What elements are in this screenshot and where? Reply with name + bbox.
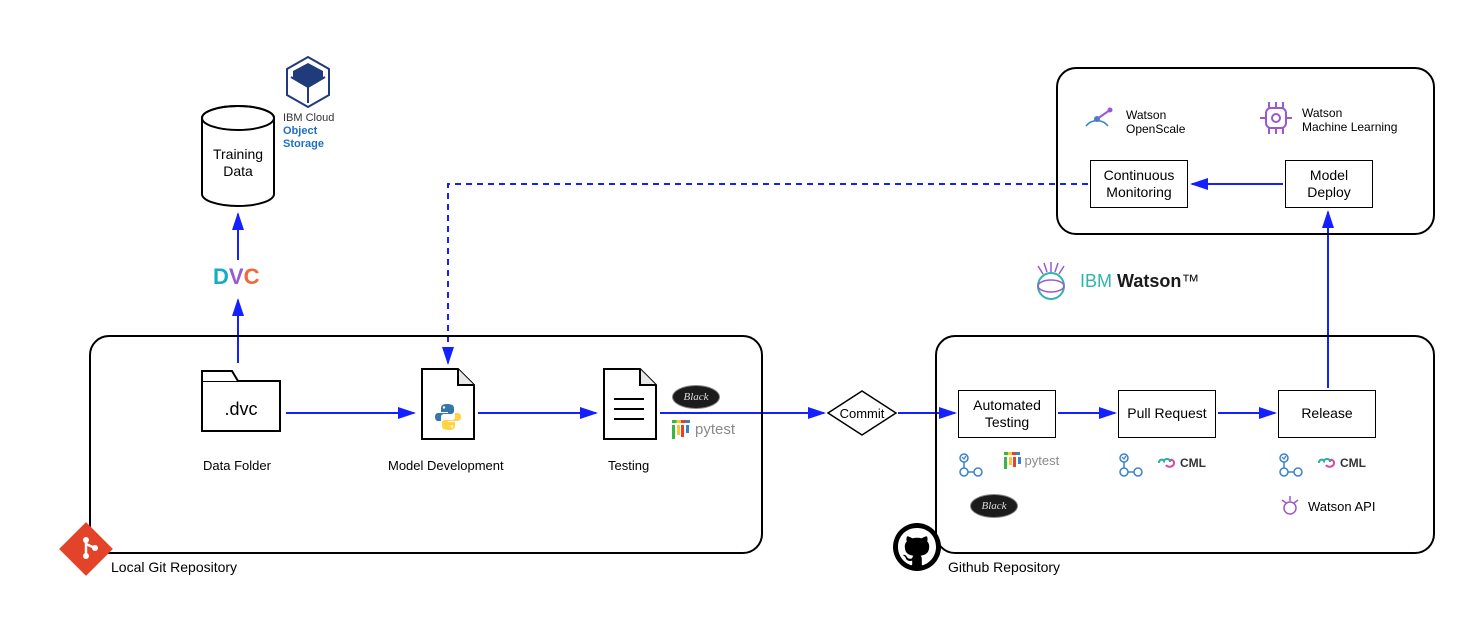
training-data-cylinder: Training Data — [198, 104, 278, 214]
testing-label: Testing — [608, 458, 649, 473]
gha-icon-2 — [1118, 452, 1146, 480]
watson-ml-icon — [1258, 100, 1294, 141]
release-box: Release — [1278, 390, 1376, 438]
black-badge-testing: Black — [672, 385, 720, 409]
watson-openscale-icon — [1080, 102, 1114, 141]
training-data-label: Training Data — [198, 146, 278, 180]
model-dev-label: Model Development — [388, 458, 504, 473]
data-folder-icon: .dvc — [198, 365, 284, 442]
cml-icon-release: CML — [1318, 456, 1366, 470]
dvc-logo: DVC — [213, 264, 259, 290]
container-watson — [1056, 67, 1435, 235]
ibm-cloud-label: IBM Cloud Object Storage — [283, 112, 334, 152]
watson-ml-label: Watson Machine Learning — [1302, 106, 1397, 135]
dvc-folder-text: .dvc — [198, 399, 284, 420]
container-github-repo — [935, 335, 1435, 554]
pytest-icon-testing: pytest — [672, 420, 735, 439]
testing-file-icon — [600, 365, 660, 448]
data-folder-label: Data Folder — [203, 458, 271, 473]
automated-testing-box: Automated Testing — [958, 390, 1056, 438]
black-badge-auto: Black — [970, 494, 1018, 518]
commit-diamond: Commit — [827, 390, 897, 436]
git-icon — [59, 522, 113, 581]
gha-icon-1 — [958, 452, 986, 480]
model-deploy-box: Model Deploy — [1285, 160, 1373, 208]
pull-request-box: Pull Request — [1118, 390, 1216, 438]
watson-openscale-label: Watson OpenScale — [1126, 108, 1185, 137]
ibm-cloud-icon — [283, 55, 333, 116]
ibm-watson-logo: IBM Watson™ — [1028, 258, 1199, 304]
container-local-repo-label: Local Git Repository — [111, 559, 237, 575]
gha-icon-3 — [1278, 452, 1306, 480]
pytest-icon-auto: pytest — [1004, 452, 1059, 469]
github-icon — [892, 522, 942, 577]
container-github-repo-label: Github Repository — [948, 559, 1060, 575]
watson-api-icon: Watson API — [1278, 494, 1375, 518]
cml-icon-pr: CML — [1158, 456, 1206, 470]
model-dev-file-icon — [418, 365, 478, 448]
continuous-monitoring-box: Continuous Monitoring — [1090, 160, 1188, 208]
